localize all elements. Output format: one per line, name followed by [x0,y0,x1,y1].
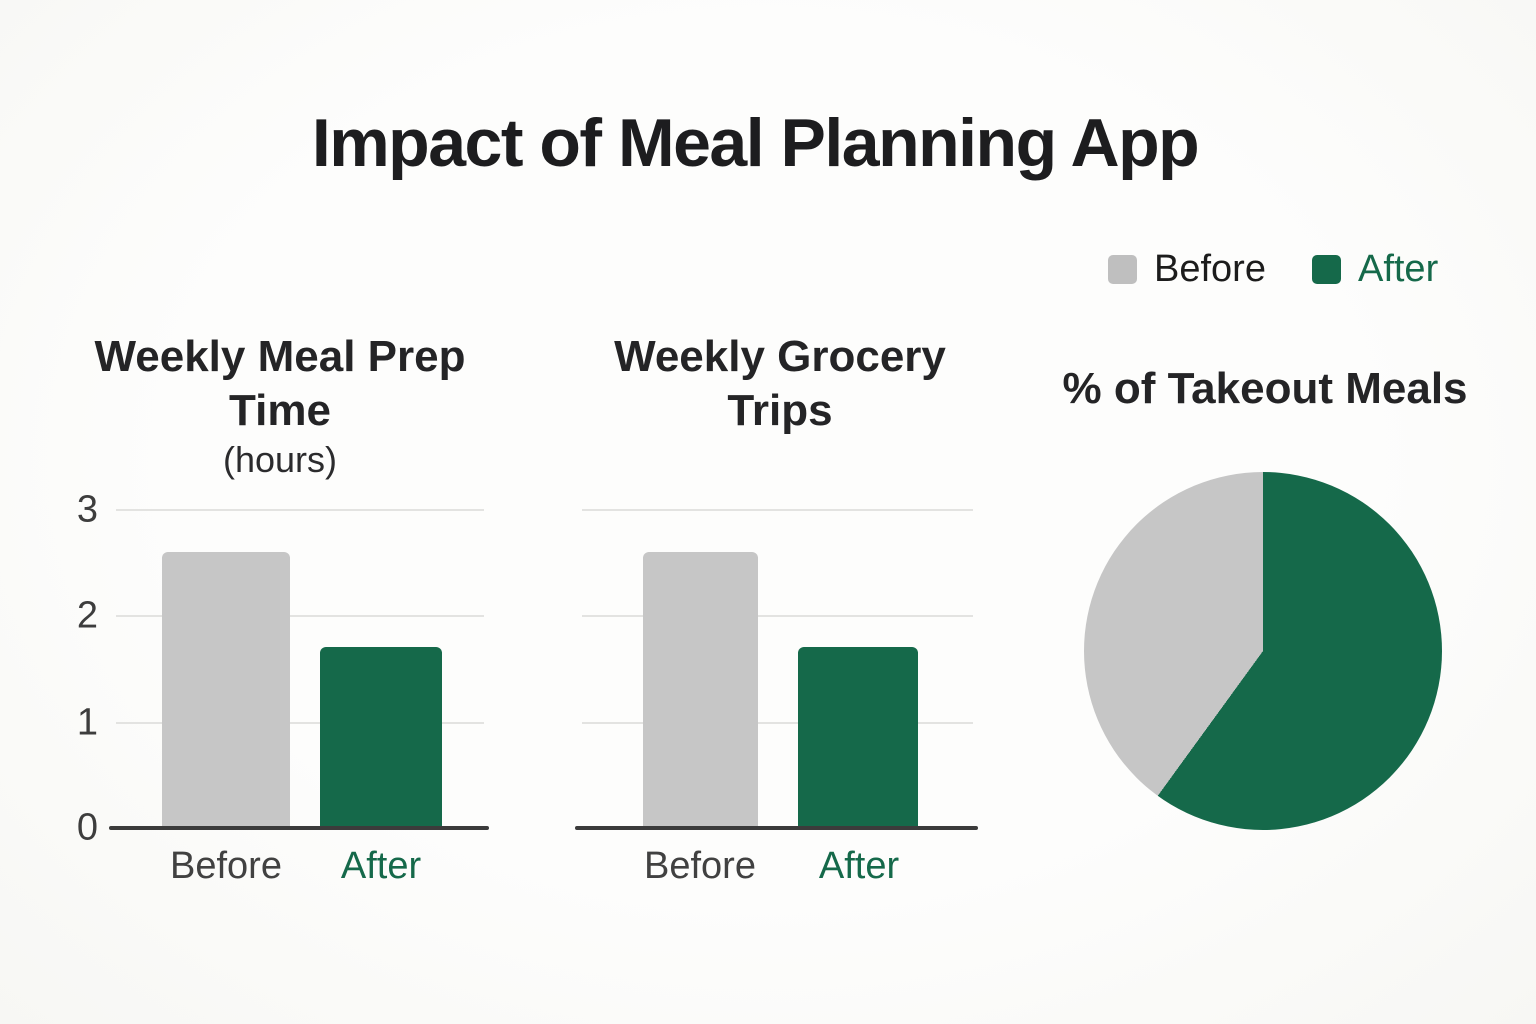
grocery-before-bar [643,552,758,828]
meal-prep-chart-title-block: Weekly Meal Prep Time (hours) [60,330,500,481]
legend-label-before: Before [1154,248,1266,290]
grocery-chart-title: Weekly Grocery Trips [614,332,946,435]
gridline [582,722,973,724]
takeout-pie-title: % of Takeout Meals [1062,364,1468,413]
meal-prep-before-bar [162,552,290,828]
x-axis-baseline [575,826,978,830]
legend-item-before: Before [1108,248,1266,291]
gridline [116,722,484,724]
legend: Before After [1108,248,1438,291]
gridline [582,509,973,511]
grocery-after-label: After [818,845,900,887]
after-color-swatch-icon [1311,255,1341,284]
x-axis-baseline [109,826,489,830]
y-axis-tick-0: 0 [76,806,98,849]
legend-item-after: After [1311,248,1439,291]
meal-prep-after-label: After [340,845,422,887]
grocery-bar-plot: Before After [575,509,978,887]
y-axis-tick-3: 3 [76,488,98,531]
gridline [582,615,973,617]
legend-label-after: After [1357,248,1439,290]
grocery-before-label: Before [644,845,756,887]
before-color-swatch-icon [1108,255,1137,284]
meal-prep-chart-subtitle: (hours) [222,439,338,481]
gridline [116,509,484,511]
grocery-chart-title-block: Weekly Grocery Trips [560,330,1000,437]
y-axis-tick-2: 2 [76,594,98,637]
page-title: Impact of Meal Planning App [311,105,1200,181]
meal-prep-chart-title: Weekly Meal Prep Time [94,332,466,435]
meal-prep-bar-plot: 3 2 1 0 Before After [77,489,489,887]
gridline [116,615,484,617]
grocery-after-bar [798,647,918,828]
takeout-pie-chart [1084,472,1442,830]
meal-prep-after-bar [320,647,442,828]
meal-prep-before-label: Before [170,845,282,887]
y-axis-tick-1: 1 [76,701,98,744]
